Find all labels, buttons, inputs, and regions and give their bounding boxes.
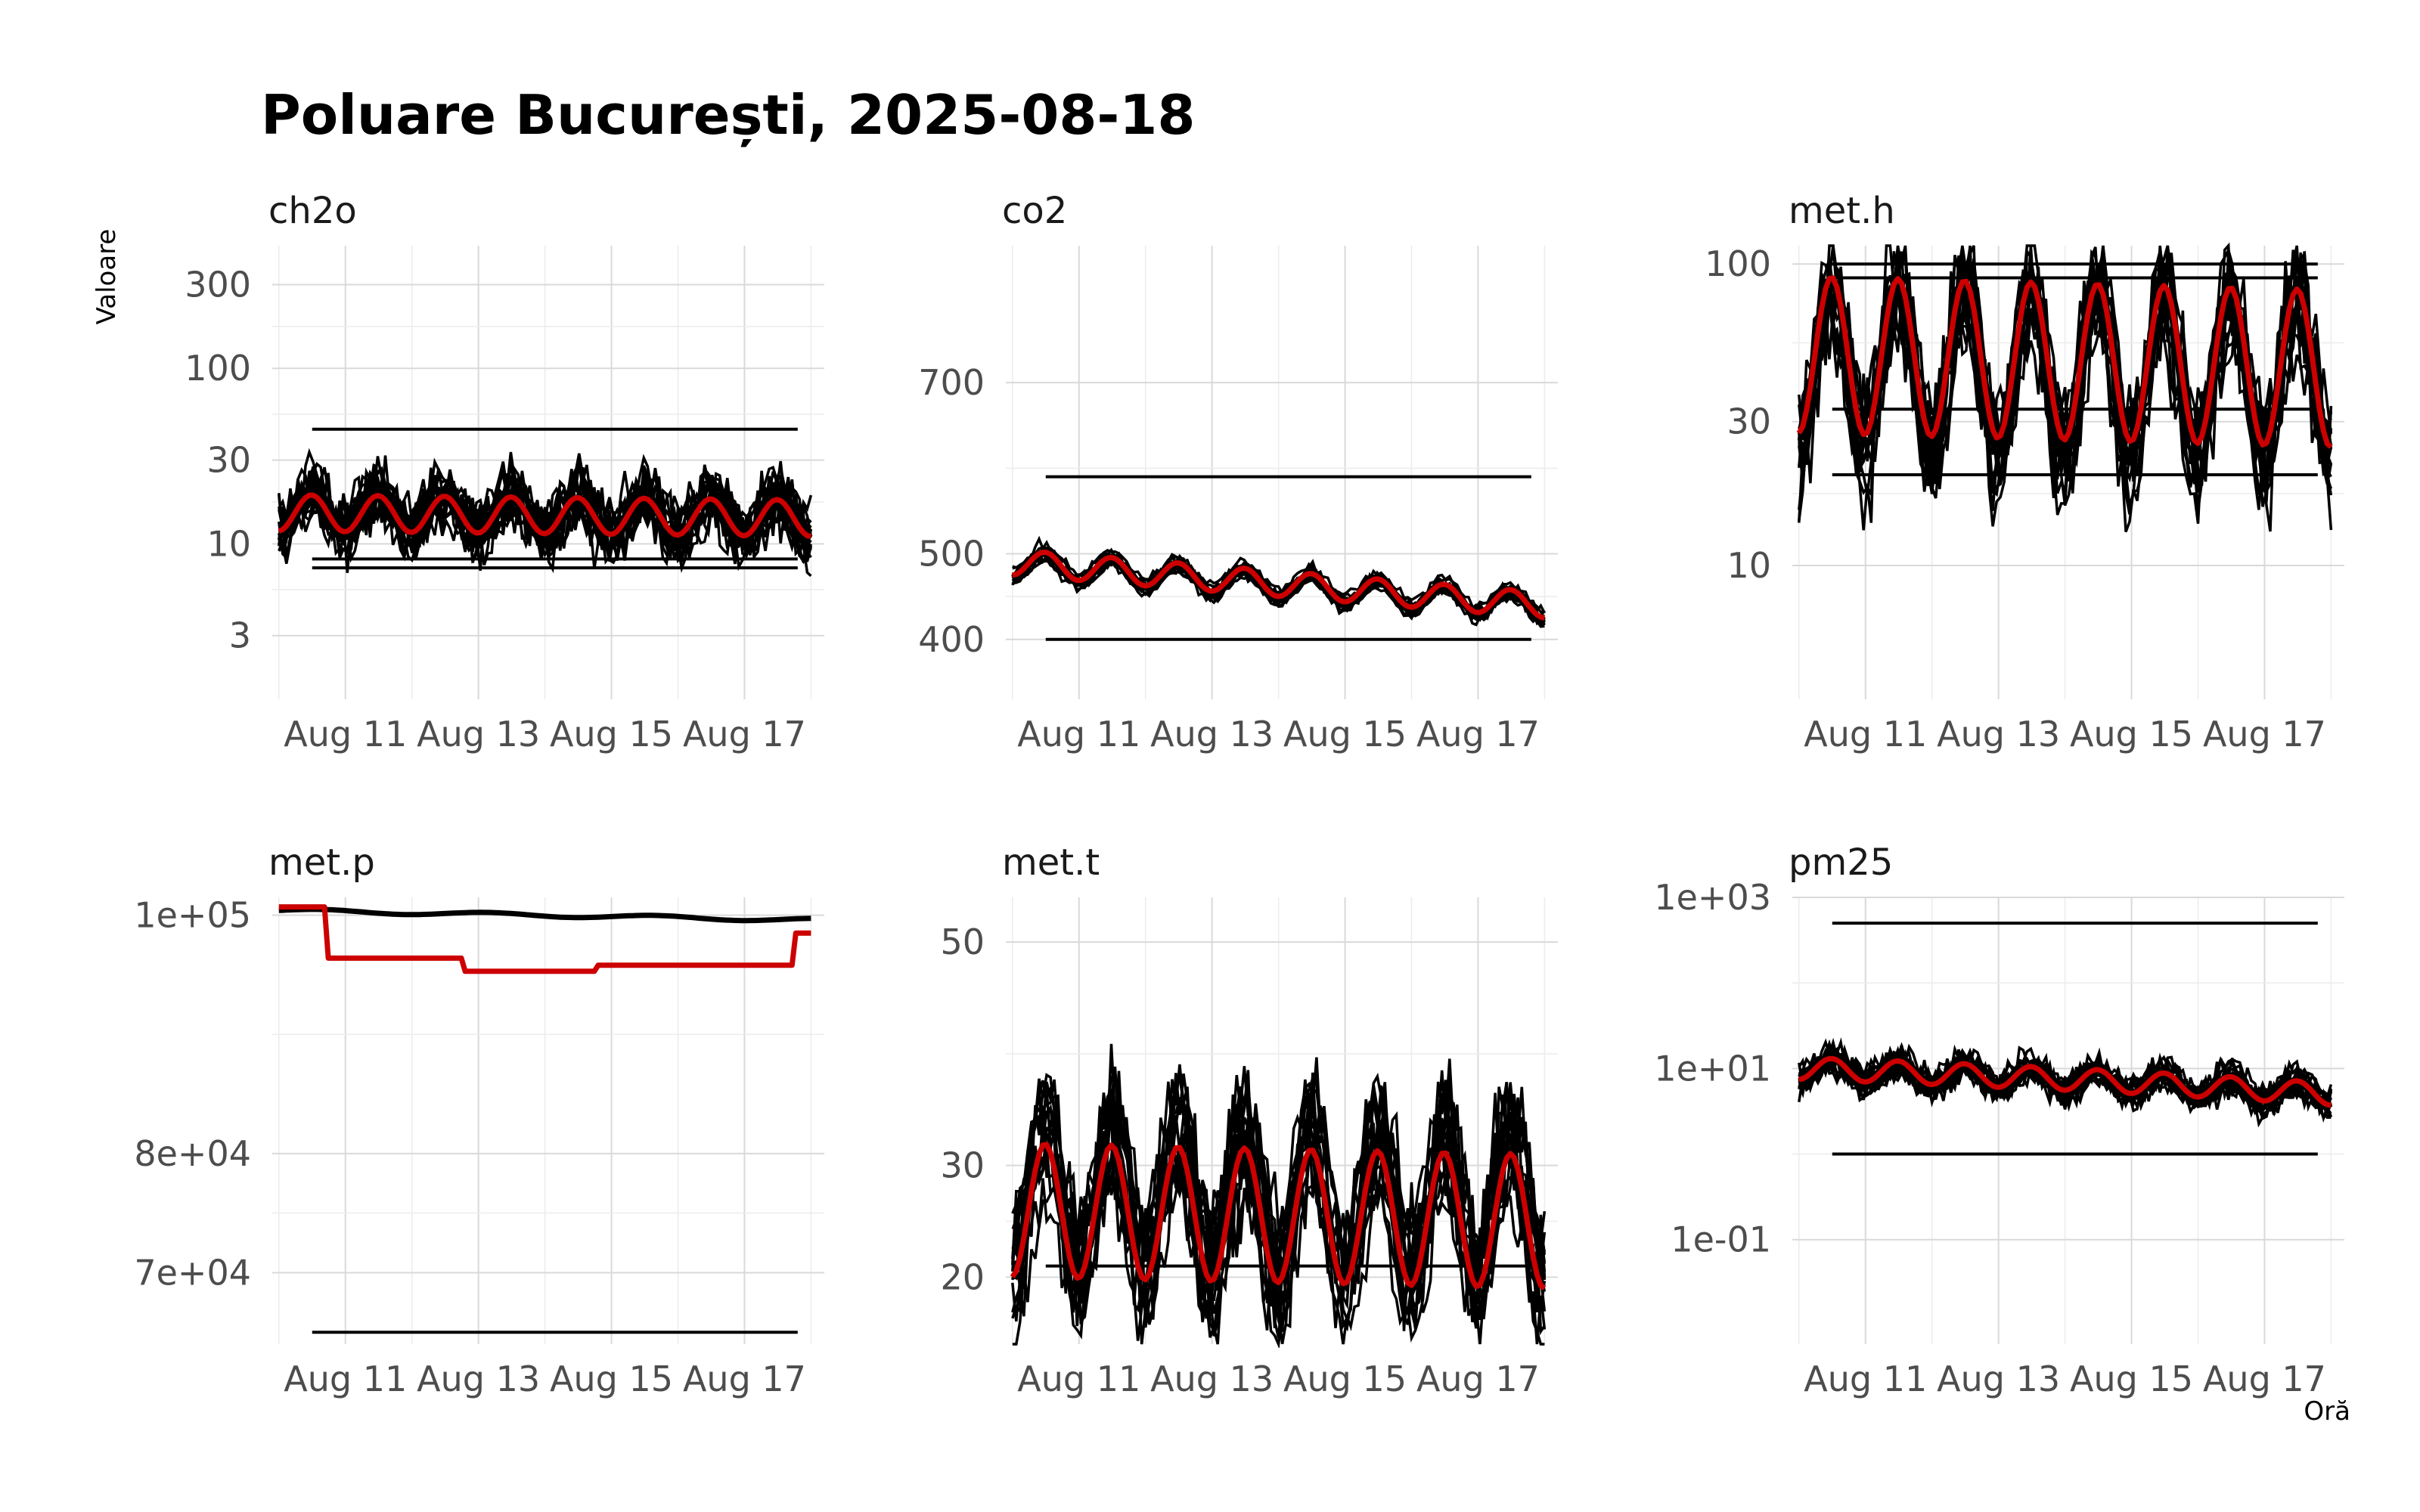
y-tick-label: 30 xyxy=(940,1145,985,1186)
y-tick-label: 20 xyxy=(940,1256,985,1297)
y-tick-label: 3 xyxy=(229,615,251,656)
y-tick-label: 30 xyxy=(1727,401,1771,442)
series-group xyxy=(278,427,813,578)
station-line xyxy=(1012,1165,1545,1348)
mean-line-pm25 xyxy=(1798,1055,2332,1108)
station-line xyxy=(1011,556,1545,627)
panel-title-co2: co2 xyxy=(1002,190,1067,232)
station-line xyxy=(278,488,812,572)
y-tick-label: 50 xyxy=(940,922,985,962)
x-tick-label: Aug 17 xyxy=(2203,1359,2326,1399)
y-tick-label: 1e-01 xyxy=(1671,1219,1771,1260)
x-tick-label: Aug 11 xyxy=(284,714,407,754)
station-line xyxy=(278,475,813,565)
chart-title: Poluare București, 2025-08-18 xyxy=(261,83,1196,147)
y-tick-label: 30 xyxy=(206,440,251,481)
x-tick-label: Aug 15 xyxy=(550,714,673,754)
x-tick-label: Aug 15 xyxy=(2070,1359,2193,1399)
panel-met.h: met.h 10 30 100 Aug 11 Aug 13 Aug 15 Aug 17 xyxy=(1705,190,2344,754)
y-tick-label: 1e+03 xyxy=(1654,877,1771,918)
station-line xyxy=(278,448,813,541)
series-group xyxy=(1798,922,2333,1156)
mean-line-met.t xyxy=(1010,1142,1547,1290)
series-group xyxy=(278,904,811,1334)
x-tick-label: Aug 15 xyxy=(1283,714,1407,754)
y-tick-label: 7e+04 xyxy=(134,1252,251,1293)
y-tick-label: 10 xyxy=(1727,545,1771,586)
y-tick-label: 8e+04 xyxy=(134,1133,251,1174)
series-group xyxy=(1011,475,1546,641)
mean-line-met.h xyxy=(1796,275,2333,449)
x-tick-label: Aug 17 xyxy=(2203,714,2326,754)
x-tick-label: Aug 11 xyxy=(1804,1359,1927,1399)
x-tick-label: Aug 11 xyxy=(1017,1359,1140,1399)
mean-line-co2 xyxy=(1012,550,1546,621)
y-tick-label: 10 xyxy=(206,523,251,564)
y-tick-label: 700 xyxy=(918,362,985,403)
panel-title-ch2o: ch2o xyxy=(268,190,357,232)
y-tick-label: 100 xyxy=(1705,243,1771,284)
x-tick-label: Aug 17 xyxy=(1416,714,1540,754)
x-tick-label: Aug 13 xyxy=(1150,1359,1274,1399)
series-group xyxy=(1796,242,2333,533)
station-line xyxy=(1798,245,2332,456)
y-tick-label: 300 xyxy=(185,264,251,305)
panel-met.t: met.t 20 30 50 Aug 11 Aug 13 Aug 15 Aug 17 xyxy=(940,841,1558,1399)
y-tick-label: 1e+01 xyxy=(1654,1048,1771,1089)
x-tick-label: Aug 15 xyxy=(2070,714,2193,754)
x-tick-label: Aug 13 xyxy=(1937,1359,2060,1399)
y-tick-label: 100 xyxy=(185,348,251,389)
y-axis-label: Valoare xyxy=(92,229,122,325)
x-tick-label: Aug 11 xyxy=(284,1359,407,1399)
x-tick-label: Aug 17 xyxy=(1416,1359,1540,1399)
panel-pm25: pm25 1e-01 1e+01 1e+03 Aug 11 Aug 13 Aug 15 Aug… xyxy=(1654,841,2344,1399)
panel-title-met.t: met.t xyxy=(1002,841,1100,884)
panel-title-met.h: met.h xyxy=(1789,190,1895,232)
x-tick-label: Aug 13 xyxy=(417,1359,540,1399)
mean-line-met.p xyxy=(278,904,811,974)
mean-line-ch2o xyxy=(278,492,812,540)
x-tick-label: Aug 11 xyxy=(1017,714,1140,754)
x-tick-label: Aug 17 xyxy=(683,714,806,754)
y-tick-label: 1e+05 xyxy=(134,895,251,936)
x-tick-label: Aug 17 xyxy=(683,1359,806,1399)
y-tick-label: 500 xyxy=(918,534,985,575)
x-tick-label: Aug 15 xyxy=(550,1359,673,1399)
panel-met.p: met.p 7e+04 8e+04 1e+05 Aug 11 Aug 13 Aug 15 Au… xyxy=(134,841,824,1399)
x-tick-label: Aug 13 xyxy=(417,714,540,754)
x-tick-label: Aug 15 xyxy=(1283,1359,1407,1399)
series-group xyxy=(1010,1043,1547,1348)
panel-title-pm25: pm25 xyxy=(1789,841,1893,884)
y-tick-label: 400 xyxy=(918,619,985,660)
x-tick-label: Aug 13 xyxy=(1150,714,1274,754)
panel-co2: co2 400 500 700 Aug 11 Aug 13 Aug 15 Aug 17 xyxy=(918,190,1558,754)
panel-ch2o: ch2o 3 10 30 100 300 Aug 11 Aug 13 Aug 15 Aug 17 xyxy=(185,190,824,754)
x-tick-label: Aug 11 xyxy=(1804,714,1927,754)
x-tick-label: Aug 13 xyxy=(1937,714,2060,754)
station-line xyxy=(1798,266,2333,511)
x-axis-label: Oră xyxy=(2304,1396,2350,1427)
panel-title-met.p: met.p xyxy=(268,841,375,884)
station-line xyxy=(278,906,811,924)
